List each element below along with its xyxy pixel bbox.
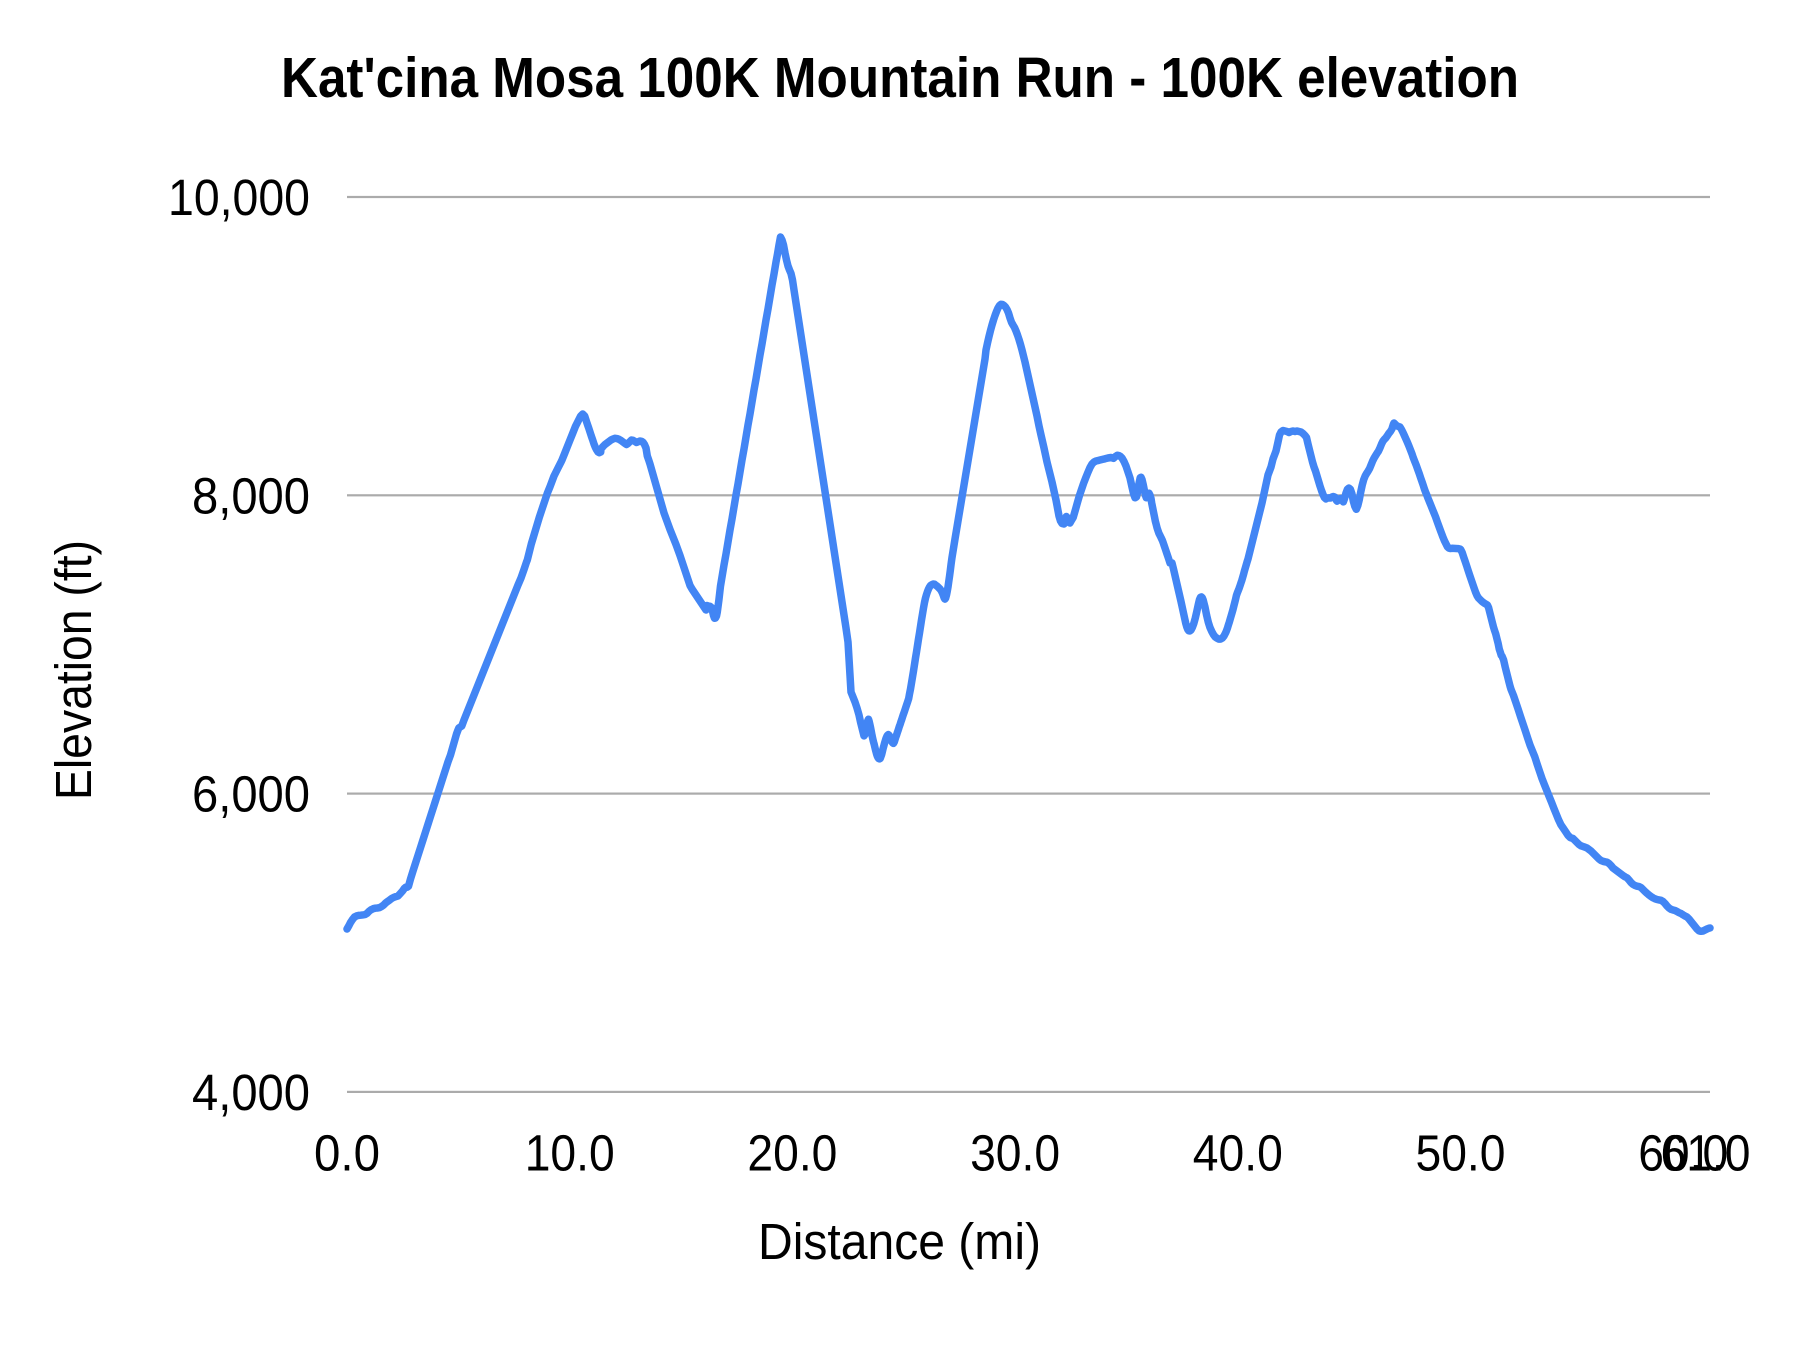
svg-text:61.0: 61.0 — [1661, 1125, 1751, 1182]
svg-text:30.0: 30.0 — [970, 1125, 1060, 1182]
svg-text:40.0: 40.0 — [1193, 1125, 1283, 1182]
svg-text:Elevation (ft): Elevation (ft) — [45, 540, 102, 800]
svg-text:0.0: 0.0 — [314, 1125, 380, 1182]
svg-text:60.0: 60.0 — [1638, 1125, 1728, 1182]
svg-text:20.0: 20.0 — [747, 1125, 837, 1182]
svg-text:Kat'cina Mosa 100K Mountain Ru: Kat'cina Mosa 100K Mountain Run - 100K e… — [281, 46, 1519, 110]
svg-text:6,000: 6,000 — [192, 766, 310, 823]
svg-text:Distance (mi): Distance (mi) — [758, 1213, 1041, 1270]
svg-text:10.0: 10.0 — [525, 1125, 615, 1182]
svg-text:10,000: 10,000 — [168, 169, 310, 226]
svg-text:4,000: 4,000 — [192, 1064, 310, 1121]
svg-text:8,000: 8,000 — [192, 467, 310, 524]
svg-text:50.0: 50.0 — [1416, 1125, 1506, 1182]
